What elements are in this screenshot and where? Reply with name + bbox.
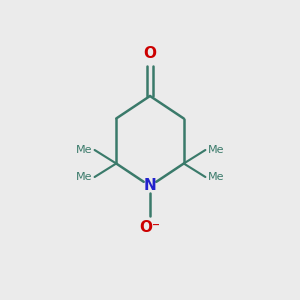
Text: N: N: [144, 178, 156, 194]
Text: Me: Me: [76, 145, 92, 155]
Text: Me: Me: [76, 172, 92, 182]
Text: O⁻: O⁻: [140, 220, 160, 235]
Text: O: O: [143, 46, 157, 62]
Text: Me: Me: [208, 145, 224, 155]
Text: Me: Me: [208, 172, 224, 182]
